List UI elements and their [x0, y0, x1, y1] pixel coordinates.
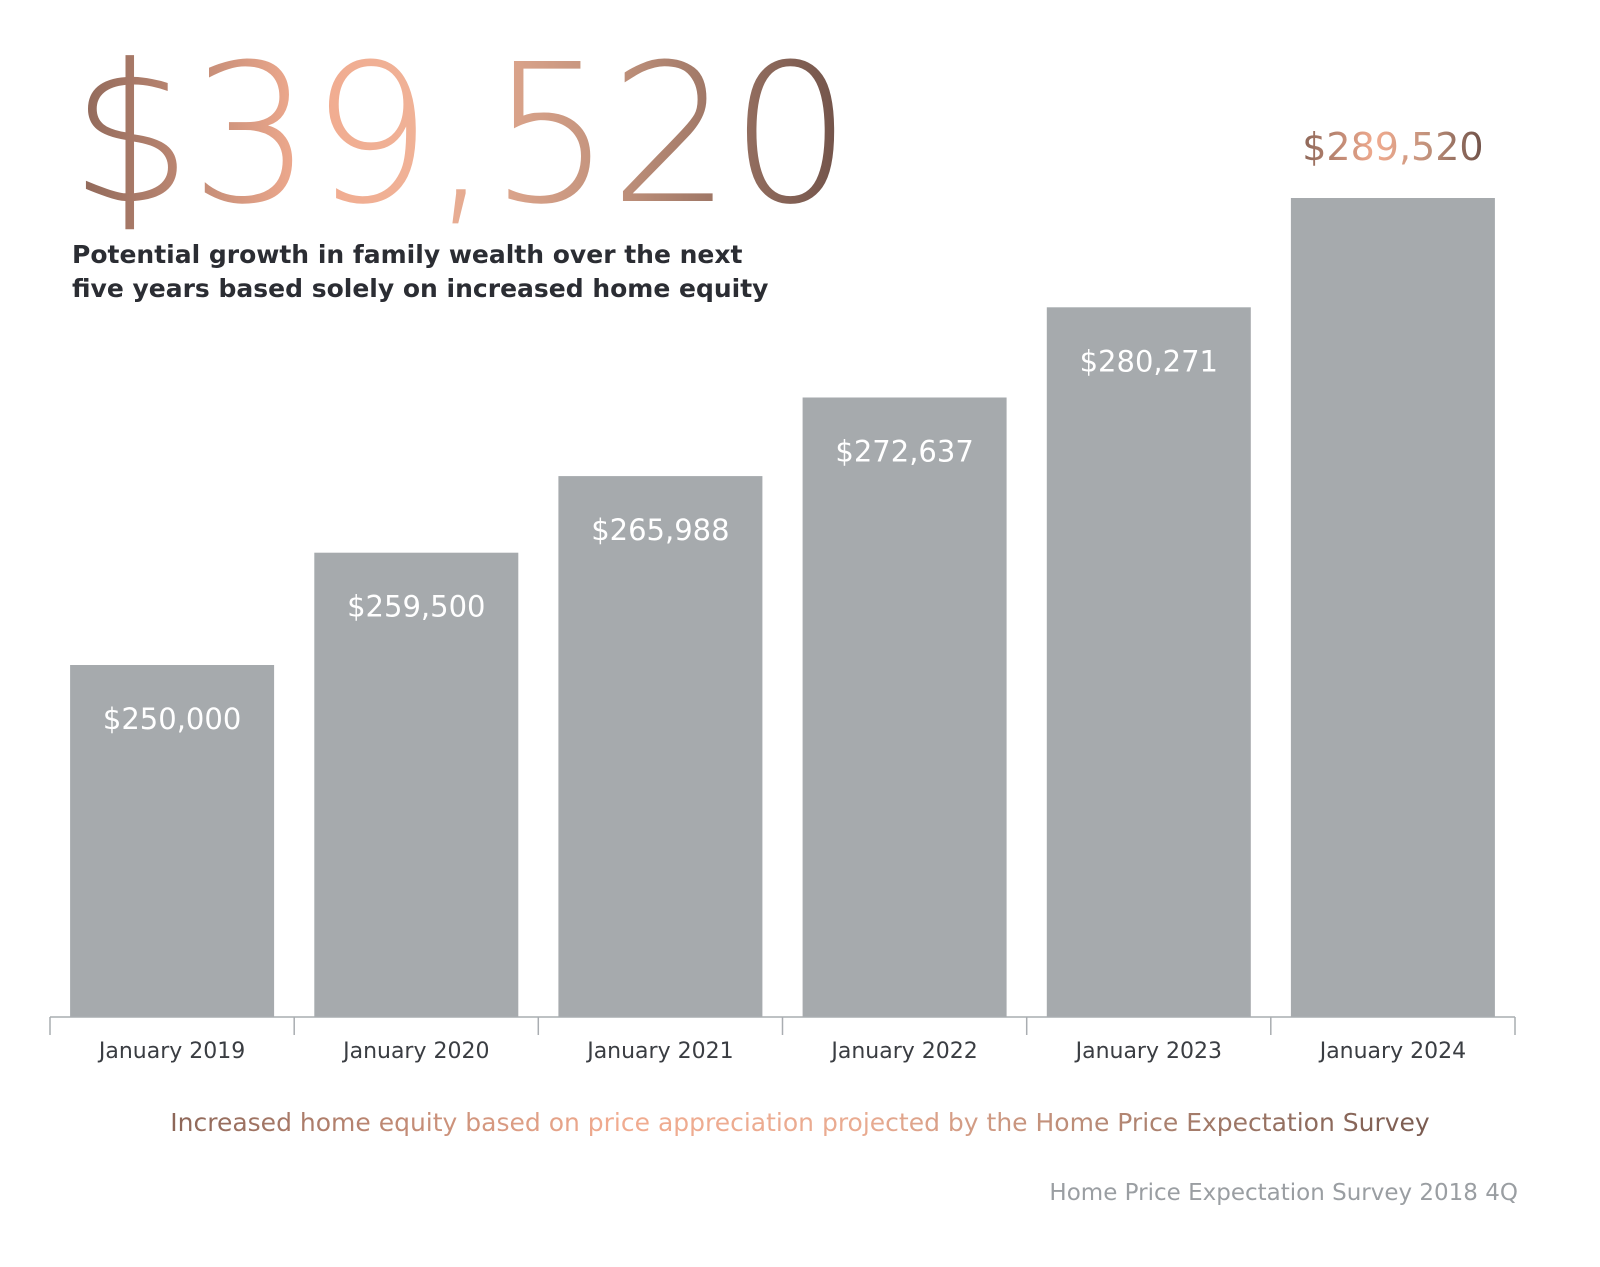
x-axis: [49, 1016, 1516, 1035]
source-citation: Home Price Expectation Survey 2018 4Q: [1049, 1180, 1518, 1206]
bar-value-label-3: $265,988: [591, 513, 729, 547]
x-tick-label-3: January 2021: [585, 1039, 733, 1064]
bar-3: [558, 476, 763, 1018]
x-tick-label-6: January 2024: [1318, 1039, 1466, 1064]
headline-value: $39,520: [70, 24, 852, 247]
bar-value-label-6: $289,520: [1302, 125, 1483, 169]
bar-5: [1046, 307, 1251, 1017]
bar-labels-group: $250,000 $259,500 $265,988 $272,637 $280,271…: [103, 125, 1484, 736]
bar-2: [314, 552, 519, 1017]
footnote: Increased home equity based on price app…: [0, 1108, 1600, 1137]
x-tick-label-5: January 2023: [1074, 1039, 1222, 1064]
footnote-text: Increased home equity based on price app…: [170, 1108, 1430, 1137]
bar-value-label-5: $280,271: [1080, 344, 1218, 378]
x-tick-labels-group: January 2019 January 2020 January 2021 Janu…: [97, 1039, 1466, 1064]
bar-1: [70, 665, 275, 1017]
bar-value-label-2: $259,500: [347, 590, 485, 624]
headline-description: Potential growth in family wealth over t…: [72, 240, 769, 303]
bars-group: [70, 198, 1495, 1018]
x-tick-label-1: January 2019: [97, 1039, 245, 1064]
x-tick-label-4: January 2022: [829, 1039, 977, 1064]
bar-value-label-1: $250,000: [103, 702, 241, 736]
bar-6: [1290, 198, 1495, 1017]
bar-4: [802, 397, 1007, 1017]
bar-value-label-4: $272,637: [835, 435, 973, 469]
x-tick-label-2: January 2020: [341, 1039, 489, 1064]
